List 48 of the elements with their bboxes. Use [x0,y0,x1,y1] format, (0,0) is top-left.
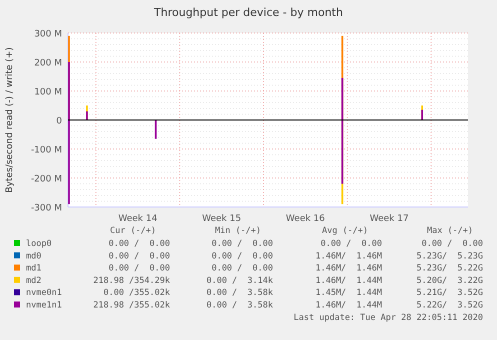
legend-label: loop0 [26,239,52,249]
text: 0.00 / 3.14k [206,276,273,286]
text: 1.46M/ 1.44M [315,300,382,310]
text: 0.00 / 0.00 [320,239,382,249]
text: Avg (-/+) [322,226,368,236]
x-tick-label: Week 16 [286,214,326,224]
text: 0.00 / 3.58k [206,288,273,298]
text: Max (-/+) [426,226,474,236]
legend-label: md0 [26,251,42,262]
text: 0.00 / 0.00 [108,264,170,274]
y-tick-label: 200 M [34,58,62,68]
y-tick-label: -100 M [30,146,62,156]
text: Cur (-/+) [110,226,156,236]
y-tick-label: -200 M [30,174,62,184]
text: 5.21G/ 3.52G [416,288,483,298]
text: 0.00 / 0.00 [108,239,170,249]
x-tick-label: Week 17 [370,214,409,224]
y-axis-title: Bytes/second read (-) / write (+) [5,47,15,193]
legend-label: nvme1n1 [26,300,62,310]
y-tick-label: 0 [56,116,62,126]
text: 0.00 /355.02k [103,288,170,298]
text: 0.00 / 0.00 [108,251,170,262]
text: 1.46M/ 1.44M [315,276,382,286]
text: 1.45M/ 1.44M [315,288,382,298]
text: 0.00 / 0.00 [212,239,273,249]
y-tick-label: -300 M [30,204,62,214]
chart-title: Throughput per device - by month [153,6,343,19]
y-tick-label: 100 M [34,88,62,98]
legend-label: md1 [26,264,42,274]
y-tick-label: 300 M [34,30,62,40]
text: 0.00 / 0.00 [212,251,273,262]
text: 218.98 /354.29k [93,276,170,286]
text: Last update: Tue Apr 28 22:05:11 2020 [294,313,483,323]
text: 1.46M/ 1.46M [315,264,382,274]
legend-label: md2 [26,276,42,286]
text: Min (-/+) [214,226,262,236]
text: 0.00 / 3.58k [206,300,273,310]
text: 0.00 / 0.00 [422,239,483,249]
text: 218.98 /355.02k [93,300,170,310]
text: 5.23G/ 5.22G [416,264,483,274]
x-tick-label: Week 15 [202,214,242,224]
text: 1.46M/ 1.46M [315,251,382,262]
text: 5.23G/ 5.23G [416,251,483,262]
legend-label: nvme0n1 [26,288,62,298]
text: 5.22G/ 3.52G [416,300,483,310]
text: 0.00 / 0.00 [212,264,273,274]
x-tick-label: Week 14 [118,214,158,224]
text: 5.20G/ 3.22G [416,276,483,286]
